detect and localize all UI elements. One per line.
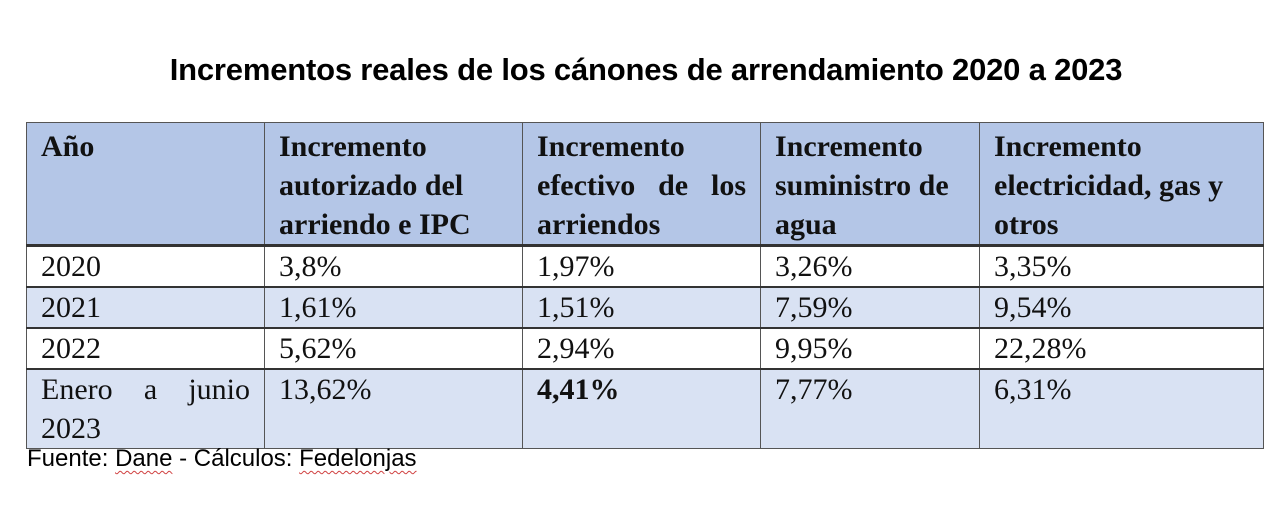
header-electricity-gas-increase: Incremento electricidad, gas y otros: [979, 122, 1264, 246]
table-row: 2021 1,61% 1,51% 7,59% 9,54%: [26, 286, 1264, 329]
header-effective-increase: Incremento efectivo de los arriendos: [522, 122, 761, 246]
cell-effective: 1,51%: [522, 286, 761, 329]
source-note: Fuente: Dane - Cálculos: Fedelonjas: [27, 445, 417, 473]
cell-water: 9,95%: [760, 327, 980, 370]
cell-effective: 1,97%: [522, 245, 761, 288]
cell-water: 7,59%: [760, 286, 980, 329]
cell-electricity: 6,31%: [979, 368, 1264, 449]
cell-authorized: 3,8%: [264, 245, 523, 288]
header-year: Año: [26, 122, 265, 246]
cell-year: 2020: [26, 245, 265, 288]
source-entity-dane: Dane: [115, 445, 173, 472]
cell-year: 2021: [26, 286, 265, 329]
table-header-row: Año Incremento autorizado del arriendo e…: [26, 122, 1264, 246]
cell-year: 2022: [26, 327, 265, 370]
source-middle: - Cálculos:: [172, 445, 300, 472]
cell-effective: 2,94%: [522, 327, 761, 370]
cell-water: 7,77%: [760, 368, 980, 449]
cell-water: 3,26%: [760, 245, 980, 288]
cell-authorized: 5,62%: [264, 327, 523, 370]
cell-electricity: 22,28%: [979, 327, 1264, 370]
header-water-increase: Incremento suministro de agua: [760, 122, 980, 246]
cell-effective-highlight: 4,41%: [522, 368, 761, 449]
cell-authorized: 1,61%: [264, 286, 523, 329]
table-row: 2022 5,62% 2,94% 9,95% 22,28%: [26, 327, 1264, 370]
table-row: Enero a junio 2023 13,62% 4,41% 7,77% 6,…: [26, 368, 1264, 449]
rent-increments-table: Año Incremento autorizado del arriendo e…: [26, 122, 1264, 449]
header-authorized-increase: Incremento autorizado del arriendo e IPC: [264, 122, 523, 246]
source-entity-fedelonjas: Fedelonjas: [299, 445, 417, 472]
table-row: 2020 3,8% 1,97% 3,26% 3,35%: [26, 245, 1264, 288]
page-title: Incrementos reales de los cánones de arr…: [169, 52, 1123, 87]
cell-authorized: 13,62%: [264, 368, 523, 449]
cell-year: Enero a junio 2023: [26, 368, 265, 449]
source-prefix: Fuente:: [27, 445, 116, 472]
cell-electricity: 9,54%: [979, 286, 1264, 329]
cell-electricity: 3,35%: [979, 245, 1264, 288]
